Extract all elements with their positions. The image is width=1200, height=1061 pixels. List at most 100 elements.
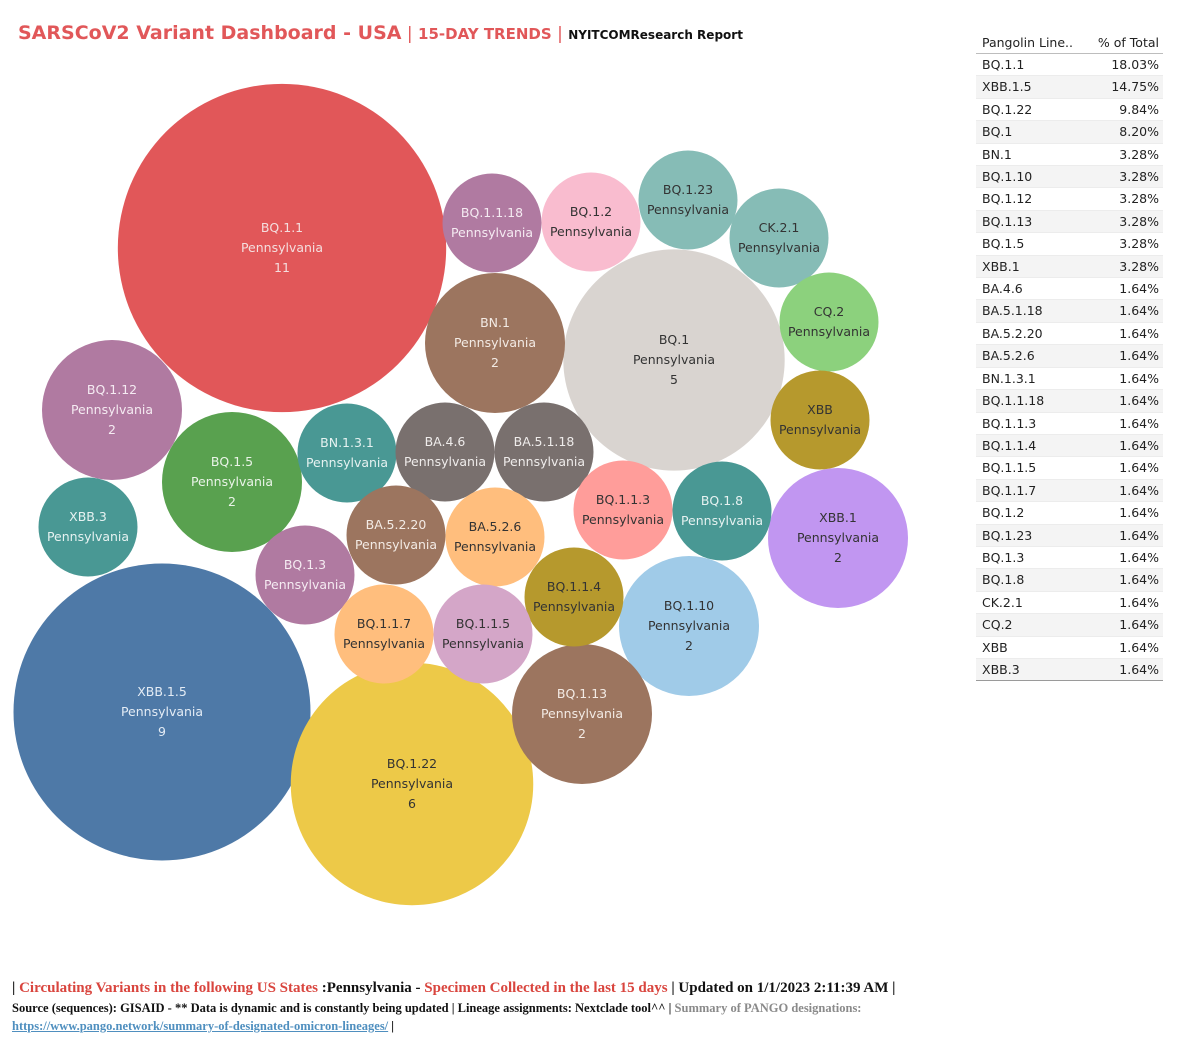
bubble-circle[interactable]: [524, 547, 624, 647]
bubble-bq-1-5[interactable]: BQ.1.5 Pennsylvania 2: [161, 411, 303, 553]
bubble-circle[interactable]: [117, 83, 447, 413]
bubble-bn-1[interactable]: BN.1 Pennsylvania 2: [424, 272, 566, 414]
bubble-circle[interactable]: [255, 525, 355, 625]
bubble-bq-1-12[interactable]: BQ.1.12 Pennsylvania 2: [41, 339, 183, 481]
bubble-circle[interactable]: [770, 370, 870, 470]
table-row[interactable]: BQ.1.8 1.64%: [976, 568, 1163, 592]
bubble-circle[interactable]: [563, 249, 785, 471]
table-row[interactable]: XBB.3 1.64%: [976, 658, 1163, 682]
bubble-circle[interactable]: [442, 173, 542, 273]
bubble-circle[interactable]: [779, 272, 879, 372]
bubble-bq-1-2[interactable]: BQ.1.2 Pennsylvania: [541, 172, 641, 272]
bubble-bq-1-1-3[interactable]: BQ.1.1.3 Pennsylvania: [573, 460, 673, 560]
table-row[interactable]: BA.4.6 1.64%: [976, 277, 1163, 301]
bubble-ck-2-1[interactable]: CK.2.1 Pennsylvania: [729, 188, 829, 288]
bubble-bq-1-13[interactable]: BQ.1.13 Pennsylvania 2: [511, 643, 653, 785]
bubble-circle[interactable]: [494, 402, 594, 502]
bubble-ba-5-2-6[interactable]: BA.5.2.6 Pennsylvania: [445, 487, 545, 587]
bubble-circle[interactable]: [638, 150, 738, 250]
bubble-circle[interactable]: [161, 411, 303, 553]
bubble-circle[interactable]: [346, 485, 446, 585]
cell-percent: 1.64%: [1086, 299, 1163, 323]
bubble-bq-1-8[interactable]: BQ.1.8 Pennsylvania: [672, 461, 772, 561]
bubble-lineage-label: BQ.1.13: [557, 686, 607, 701]
bubble-lineage-label: BQ.1.1: [261, 220, 303, 235]
table-row[interactable]: BQ.1.1 18.03%: [976, 53, 1163, 77]
bubble-bq-1-1-18[interactable]: BQ.1.1.18 Pennsylvania: [442, 173, 542, 273]
bubble-circle[interactable]: [38, 477, 138, 577]
bubble-circle[interactable]: [424, 272, 566, 414]
bubble-circle[interactable]: [290, 662, 534, 906]
bubble-bq-1-3[interactable]: BQ.1.3 Pennsylvania: [255, 525, 355, 625]
bubble-lineage-label: BQ.1.10: [664, 598, 714, 613]
header-lineage[interactable]: Pangolin Line..: [976, 32, 1087, 54]
bubble-circle[interactable]: [433, 584, 533, 684]
bubble-circle[interactable]: [511, 643, 653, 785]
bubble-ba-4-6[interactable]: BA.4.6 Pennsylvania: [395, 402, 495, 502]
bubble-bq-1-1[interactable]: BQ.1.1 Pennsylvania 11: [117, 83, 447, 413]
table-row[interactable]: BA.5.1.18 1.64%: [976, 299, 1163, 323]
bubble-circle[interactable]: [13, 563, 311, 861]
pango-link[interactable]: https://www.pango.network/summary-of-des…: [12, 1019, 389, 1033]
bubble-circle[interactable]: [445, 487, 545, 587]
table-row[interactable]: BQ.1.13 3.28%: [976, 210, 1163, 234]
table-row[interactable]: BQ.1.1.5 1.64%: [976, 456, 1163, 480]
table-row[interactable]: BN.1 3.28%: [976, 143, 1163, 167]
table-row[interactable]: BQ.1.10 3.28%: [976, 165, 1163, 189]
bubble-circle[interactable]: [767, 467, 909, 609]
bubble-bq-1-1-4[interactable]: BQ.1.1.4 Pennsylvania: [524, 547, 624, 647]
bubble-state-label: Pennsylvania: [264, 577, 346, 592]
bubble-bq-1-10[interactable]: BQ.1.10 Pennsylvania 2: [618, 555, 760, 697]
table-row[interactable]: BQ.1 8.20%: [976, 120, 1163, 144]
bubble-circle[interactable]: [618, 555, 760, 697]
table-row[interactable]: BQ.1.1.18 1.64%: [976, 389, 1163, 413]
bubble-bq-1-1-7[interactable]: BQ.1.1.7 Pennsylvania: [334, 584, 434, 684]
bubble-bq-1-23[interactable]: BQ.1.23 Pennsylvania: [638, 150, 738, 250]
table-row[interactable]: XBB 1.64%: [976, 636, 1163, 659]
bubble-cq-2[interactable]: CQ.2 Pennsylvania: [779, 272, 879, 372]
bubble-bq-1-22[interactable]: BQ.1.22 Pennsylvania 6: [290, 662, 534, 906]
table-row[interactable]: BA.5.2.6 1.64%: [976, 344, 1163, 368]
bubble-ba-5-2-20[interactable]: BA.5.2.20 Pennsylvania: [346, 485, 446, 585]
table-row[interactable]: BN.1.3.1 1.64%: [976, 367, 1163, 391]
table-row[interactable]: XBB.1 3.28%: [976, 255, 1163, 279]
table-row[interactable]: BQ.1.23 1.64%: [976, 524, 1163, 547]
bubble-circle[interactable]: [729, 188, 829, 288]
table-row[interactable]: BQ.1.2 1.64%: [976, 501, 1163, 525]
table-row[interactable]: CQ.2 1.64%: [976, 613, 1163, 637]
title-main: SARSCoV2 Variant Dashboard - USA: [18, 22, 402, 44]
bubble-lineage-label: BQ.1.1.7: [357, 616, 411, 631]
bubble-xbb-1[interactable]: XBB.1 Pennsylvania 2: [767, 467, 909, 609]
table-row[interactable]: BQ.1.12 3.28%: [976, 187, 1163, 211]
table-row[interactable]: BQ.1.1.4 1.64%: [976, 434, 1163, 458]
bubble-lineage-label: BQ.1.12: [87, 382, 137, 397]
table-row[interactable]: BQ.1.22 9.84%: [976, 98, 1163, 122]
bubble-xbb[interactable]: XBB Pennsylvania: [770, 370, 870, 470]
bubble-xbb-3[interactable]: XBB.3 Pennsylvania: [38, 477, 138, 577]
table-row[interactable]: BQ.1.5 3.28%: [976, 232, 1163, 256]
bubble-ba-5-1-18[interactable]: BA.5.1.18 Pennsylvania: [494, 402, 594, 502]
table-row[interactable]: BQ.1.1.3 1.64%: [976, 412, 1163, 435]
bubble-circle[interactable]: [395, 402, 495, 502]
bubble-circle[interactable]: [334, 584, 434, 684]
bubble-xbb-1-5[interactable]: XBB.1.5 Pennsylvania 9: [13, 563, 311, 861]
table-row[interactable]: CK.2.1 1.64%: [976, 591, 1163, 615]
table-row[interactable]: BA.5.2.20 1.64%: [976, 322, 1163, 346]
bubble-bq-1[interactable]: BQ.1 Pennsylvania 5: [563, 249, 785, 471]
bubble-circle[interactable]: [573, 460, 673, 560]
bubble-circle[interactable]: [541, 172, 641, 272]
lineage-percent-table: Pangolin Line.. % of Total BQ.1.1 18.03% X…: [976, 32, 1163, 682]
cell-percent: 9.84%: [1086, 98, 1163, 122]
cell-percent: 3.28%: [1086, 165, 1163, 189]
table-row[interactable]: BQ.1.1.7 1.64%: [976, 479, 1163, 503]
bubble-bq-1-1-5[interactable]: BQ.1.1.5 Pennsylvania: [433, 584, 533, 684]
bubble-bn-1-3-1[interactable]: BN.1.3.1 Pennsylvania: [297, 403, 397, 503]
table-row[interactable]: XBB.1.5 14.75%: [976, 75, 1163, 99]
table-row[interactable]: BQ.1.3 1.64%: [976, 546, 1163, 570]
bubble-circle[interactable]: [672, 461, 772, 561]
bubble-circle[interactable]: [41, 339, 183, 481]
cell-percent: 3.28%: [1086, 187, 1163, 211]
header-percent[interactable]: % of Total: [1086, 32, 1163, 54]
bubble-circle[interactable]: [297, 403, 397, 503]
cell-percent: 1.64%: [1086, 479, 1163, 503]
